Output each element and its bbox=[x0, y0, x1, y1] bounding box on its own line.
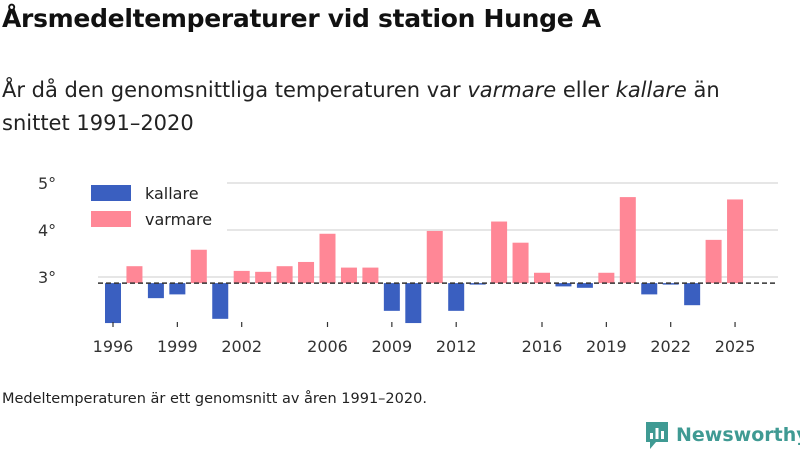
bar-1998 bbox=[147, 283, 164, 299]
bar-2016 bbox=[534, 272, 550, 284]
bar-2002 bbox=[233, 270, 250, 284]
subtitle-warmer: varmare bbox=[467, 78, 557, 102]
brand-name: Newsworthy bbox=[676, 424, 800, 446]
legend-label-kallare: kallare bbox=[145, 184, 199, 203]
bar-2001 bbox=[212, 283, 229, 319]
bar-2003 bbox=[255, 271, 272, 284]
bar-2021 bbox=[641, 283, 658, 295]
bar-2010 bbox=[405, 283, 422, 324]
bar-2014 bbox=[491, 221, 508, 284]
y-tick-label: 5° bbox=[38, 174, 56, 193]
subtitle-colder: kallare bbox=[615, 78, 687, 102]
bar-2019 bbox=[598, 272, 615, 284]
bar-2011 bbox=[426, 230, 443, 284]
bar-1999 bbox=[169, 283, 186, 295]
legend-label-varmare: varmare bbox=[145, 210, 212, 229]
subtitle-text-2: eller bbox=[556, 78, 616, 102]
bar-2005 bbox=[298, 261, 315, 284]
bar-2025 bbox=[727, 199, 744, 284]
x-tick-label-2019: 2019 bbox=[586, 337, 627, 356]
x-tick-label-1999: 1999 bbox=[157, 337, 198, 356]
x-tick-label-2012: 2012 bbox=[436, 337, 477, 356]
x-tick-label-2002: 2002 bbox=[221, 337, 262, 356]
bar-2008 bbox=[362, 267, 379, 284]
footnote: Medeltemperaturen är ett genomsnitt av å… bbox=[2, 391, 427, 407]
legend-swatch-varmare bbox=[91, 211, 131, 227]
y-tick-label: 4° bbox=[38, 221, 56, 240]
bar-2000 bbox=[190, 249, 207, 284]
x-tick-label-1996: 1996 bbox=[93, 337, 134, 356]
x-tick-label-2016: 2016 bbox=[522, 337, 563, 356]
x-tick-label-2006: 2006 bbox=[307, 337, 348, 356]
bar-2017 bbox=[555, 283, 572, 287]
legend-swatch-kallare bbox=[91, 185, 131, 201]
subtitle-text-1: År då den genomsnittliga temperaturen va… bbox=[2, 78, 468, 102]
chart-title: Årsmedeltemperaturer vid station Hunge A bbox=[2, 4, 601, 33]
bar-2024 bbox=[705, 239, 722, 284]
bar-1996 bbox=[105, 283, 121, 324]
newsworthy-brand: Newsworthy bbox=[644, 419, 800, 451]
x-tick-label-2025: 2025 bbox=[715, 337, 756, 356]
bar-2012 bbox=[448, 283, 465, 311]
subtitle-text-3: än snittet 1991–2020 bbox=[2, 78, 720, 135]
x-tick-label-2009: 2009 bbox=[371, 337, 412, 356]
y-tick-label: 3° bbox=[38, 268, 56, 287]
bar-2023 bbox=[684, 283, 701, 306]
x-tick-label-2022: 2022 bbox=[650, 337, 691, 356]
newsworthy-logo-icon bbox=[646, 422, 668, 449]
bar-2009 bbox=[383, 283, 400, 311]
bar-1997 bbox=[126, 266, 143, 284]
temperature-bar-chart: 3° 4° 5° 1996 1999 2002 2006 2009 2012 2016 2019 20… bbox=[38, 174, 778, 356]
bar-2020 bbox=[619, 197, 636, 284]
bar-2006 bbox=[319, 233, 336, 284]
bar-2018 bbox=[576, 283, 593, 288]
bar-2007 bbox=[340, 267, 357, 284]
chart-subtitle: År då den genomsnittliga temperaturen va… bbox=[2, 74, 782, 140]
bar-2015 bbox=[512, 242, 529, 284]
bar-2004 bbox=[276, 266, 293, 284]
